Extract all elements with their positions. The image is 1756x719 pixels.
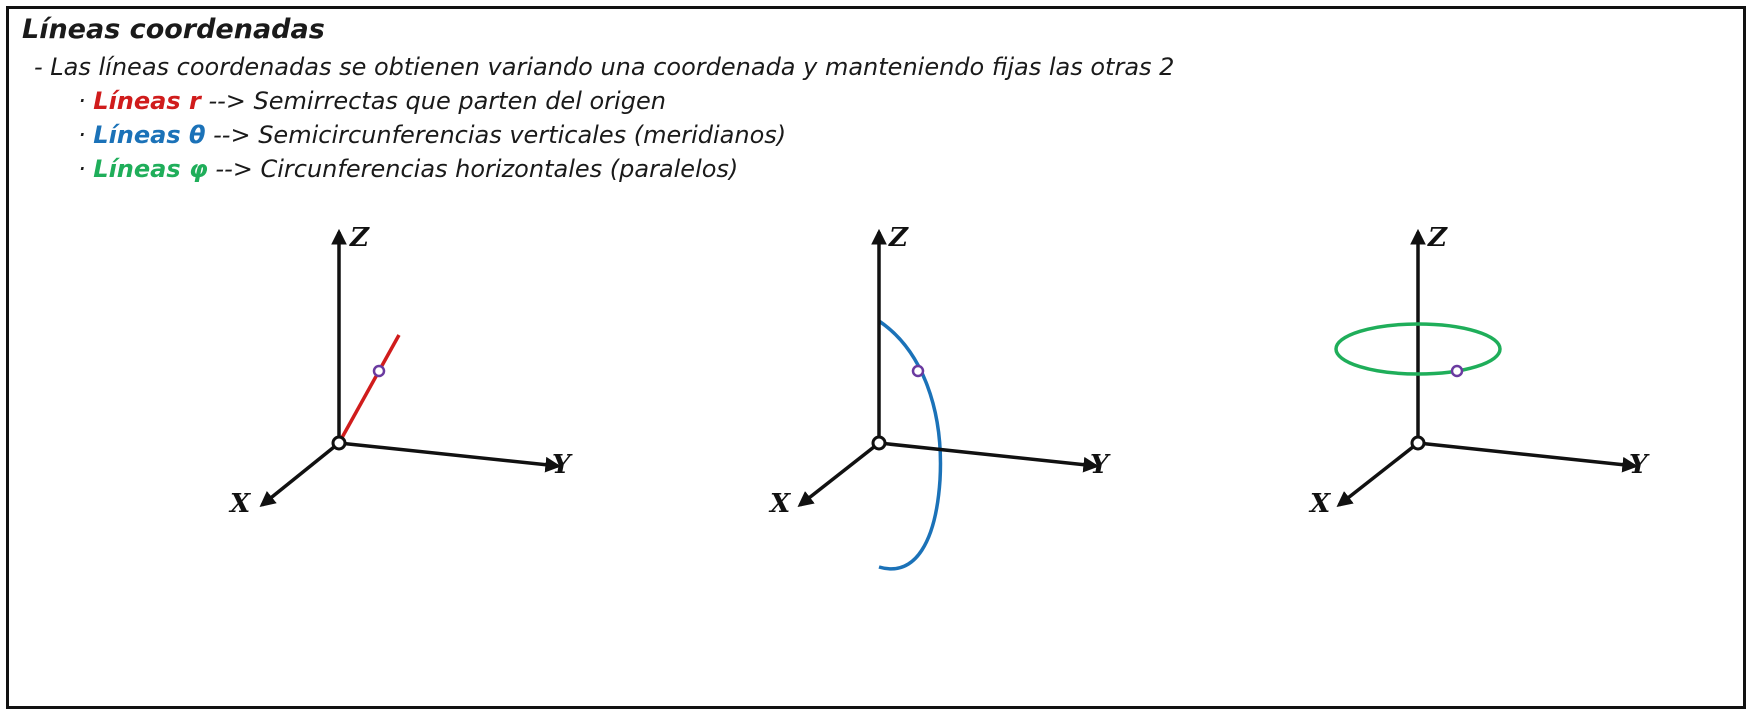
intro-text: - Las líneas coordenadas se obtienen var… [34,53,1175,81]
x-axis-label: X [768,489,792,519]
r-line [337,334,401,444]
title: Líneas coordenadas [22,14,325,45]
diagram-r-lines: Z Y X [228,223,573,519]
sample-point [1450,364,1464,378]
text-block: Líneas coordenadas - Las líneas coordena… [22,10,1174,186]
figure-frame [6,6,1746,709]
origin-point [871,435,887,451]
bullet-marker: · [78,87,86,115]
term-phi-lines: Líneas φ [93,155,208,183]
sample-point [372,364,386,378]
x-axis [1336,441,1420,507]
x-axis-label: X [1308,489,1332,519]
x-axis [797,441,881,507]
term-theta-lines: Líneas θ [93,121,206,149]
desc-theta-lines: --> Semicircunferencias verticales (meri… [213,121,787,149]
y-axis-label: Y [1090,450,1111,480]
diagram-phi-lines: Z Y X [1308,223,1650,519]
bullet-marker: · [78,121,86,149]
y-axis-label: Y [1629,450,1650,480]
phi-line [1334,322,1502,376]
desc-r-lines: --> Semirrectas que parten del origen [208,87,666,115]
x-axis [259,441,341,507]
z-axis-label: Z [1427,223,1448,253]
y-axis [878,441,1100,473]
diagram-theta-lines: Z Y X [768,223,1111,571]
bullet-marker: · [78,155,86,183]
origin-point [1410,435,1426,451]
y-axis [338,441,562,473]
bullet-r-lines: · Líneas r --> Semirrectas que parten de… [78,84,1174,118]
x-axis-label: X [228,489,252,519]
origin-point [331,435,347,451]
desc-phi-lines: --> Circunferencias horizontales (parale… [215,155,739,183]
sample-point [911,364,925,378]
bullet-theta-lines: · Líneas θ --> Semicircunferencias verti… [78,118,1174,152]
y-axis-label: Y [552,450,573,480]
z-axis-label: Z [888,223,909,253]
theta-line [878,319,943,571]
term-r-lines: Líneas r [93,87,201,115]
bullet-phi-lines: · Líneas φ --> Circunferencias horizonta… [78,152,1174,186]
y-axis [1417,441,1639,473]
z-axis-label: Z [349,223,370,253]
